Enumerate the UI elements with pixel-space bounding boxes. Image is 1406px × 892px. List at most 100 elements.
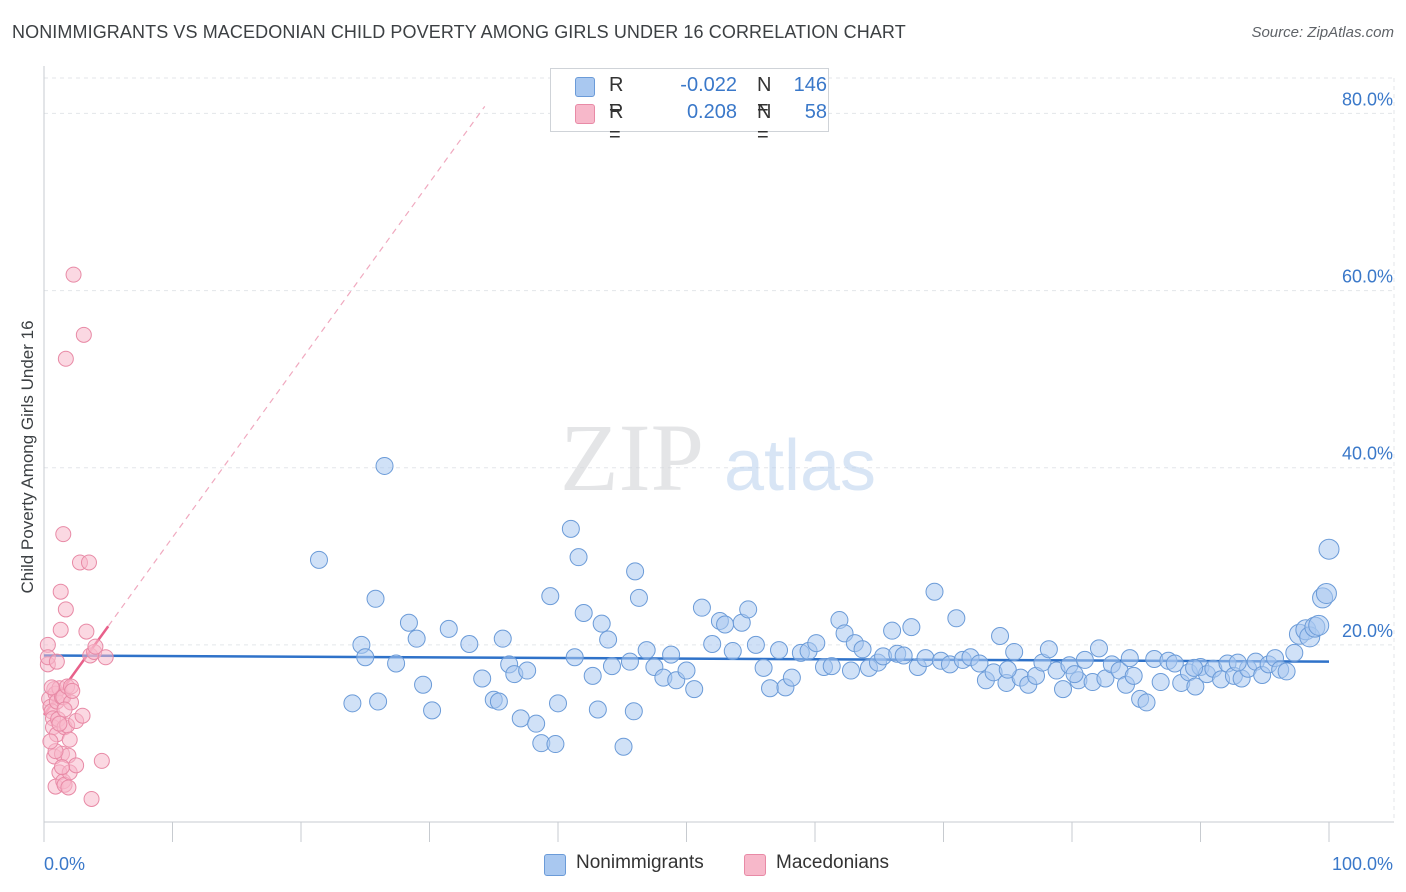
nonimmigrant-point	[620, 652, 639, 671]
axes	[43, 66, 1394, 842]
y-axis-title: Child Poverty Among Girls Under 16	[18, 320, 37, 594]
nonimmigrant-point	[387, 654, 406, 673]
macedonian-point	[52, 583, 69, 600]
nonimmigrants-legend-swatch	[544, 854, 566, 876]
macedonian-point	[65, 266, 82, 283]
macedonians-points	[39, 266, 114, 807]
watermark-zip: ZIP	[560, 404, 704, 511]
y-tick-label: 60.0%	[1342, 267, 1393, 287]
nonimmigrant-point	[549, 694, 567, 713]
nonimmigrant-point	[473, 669, 492, 688]
nonimmigrant-point	[841, 661, 860, 680]
nonimmigrant-point	[565, 648, 584, 667]
nonimmigrant-point	[1186, 677, 1205, 696]
y-tick-label: 40.0%	[1342, 444, 1393, 464]
macedonian-point	[78, 623, 95, 640]
nonimmigrant-point	[902, 618, 921, 637]
nonimmigrant-point	[574, 603, 593, 622]
gridlines	[44, 77, 1395, 822]
macedonian-point	[74, 707, 91, 724]
nonimmigrant-point	[916, 649, 935, 668]
nonimmigrant-point	[1277, 662, 1296, 681]
nonimmigrant-point	[439, 619, 458, 638]
n-label: N =	[757, 74, 772, 119]
macedonian-point	[42, 733, 59, 750]
nonimmigrant-point	[626, 562, 645, 581]
macedonian-point	[83, 790, 100, 807]
nonimmigrant-point	[366, 589, 385, 608]
correlation-legend: R = -0.022 N = 146 R = 0.208 N = 58	[550, 68, 829, 146]
nonimmigrant-point	[614, 737, 633, 756]
macedonian-point	[64, 682, 81, 699]
nonimmigrant-point	[569, 548, 588, 567]
macedonian-point	[68, 757, 85, 774]
nonimmigrant-point	[599, 630, 618, 649]
nonimmigrant-point	[602, 657, 621, 676]
nonimmigrant-point	[754, 658, 773, 677]
nonimmigrant-point	[637, 641, 656, 660]
macedonian-point	[60, 779, 77, 796]
r-value: -0.022	[680, 74, 737, 96]
nonimmigrant-point	[677, 661, 696, 680]
nonimmigrant-point	[369, 692, 388, 711]
r-label: R =	[609, 101, 624, 146]
nonimmigrant-point	[546, 735, 565, 754]
macedonian-point	[52, 621, 69, 638]
nonimmigrant-point	[739, 600, 758, 619]
macedonian-point	[61, 731, 78, 748]
nonimmigrant-point	[423, 701, 442, 720]
macedonian-point	[55, 526, 72, 543]
nonimmigrant-point	[399, 613, 418, 632]
nonimmigrant-point	[527, 714, 546, 733]
nonimmigrant-point	[1120, 649, 1139, 668]
nonimmigrant-point	[998, 660, 1017, 679]
nonimmigrant-point	[1054, 680, 1073, 699]
macedonians-legend-swatch	[744, 854, 766, 876]
nonimmigrants-points	[309, 456, 1340, 756]
nonimmigrant-point	[592, 614, 611, 633]
macedonians-legend-label: Macedonians	[776, 852, 890, 873]
nonimmigrant-point	[511, 709, 530, 728]
nonimmigrant-point	[853, 640, 872, 659]
nonimmigrant-point	[343, 694, 362, 713]
nonimmigrant-point	[1075, 650, 1094, 669]
nonimmigrant-point	[489, 692, 508, 711]
nonimmigrants-swatch	[575, 77, 595, 97]
nonimmigrant-point	[1065, 665, 1084, 684]
nonimmigrants-legend-label: Nonimmigrants	[576, 852, 704, 873]
nonimmigrant-point	[782, 668, 801, 687]
macedonian-point	[48, 653, 65, 670]
macedonian-point	[93, 752, 110, 769]
macedonians-trend-extended	[43, 105, 486, 716]
source-label: Source: ZipAtlas.com	[1251, 24, 1394, 41]
chart-title: NONIMMIGRANTS VS MACEDONIAN CHILD POVERT…	[12, 22, 906, 42]
macedonian-point	[53, 759, 70, 776]
nonimmigrant-point	[407, 629, 426, 648]
macedonian-point	[87, 638, 104, 655]
r-value: 0.208	[686, 101, 737, 123]
y-tick-label: 20.0%	[1342, 621, 1393, 641]
macedonian-point	[51, 715, 68, 732]
nonimmigrant-point	[588, 700, 607, 719]
nonimmigrant-point	[561, 519, 580, 538]
nonimmigrant-point	[1151, 673, 1170, 692]
macedonians-swatch	[575, 104, 595, 124]
nonimmigrant-point	[1308, 614, 1330, 636]
nonimmigrant-point	[807, 634, 826, 653]
nonimmigrant-point	[723, 642, 742, 661]
nonimmigrant-point	[746, 635, 765, 654]
nonimmigrant-point	[583, 666, 602, 685]
macedonian-point	[80, 554, 97, 571]
n-value: 58	[804, 101, 827, 123]
nonimmigrant-point	[414, 675, 433, 694]
nonimmigrant-point	[1089, 639, 1108, 658]
nonimmigrant-point	[1228, 653, 1247, 672]
n-label: N =	[757, 101, 772, 146]
nonimmigrant-point	[518, 661, 537, 680]
macedonian-point	[75, 326, 92, 343]
nonimmigrant-point	[947, 609, 966, 628]
macedonian-point	[57, 350, 74, 367]
macedonian-point	[43, 679, 60, 696]
nonimmigrant-point	[822, 657, 841, 676]
